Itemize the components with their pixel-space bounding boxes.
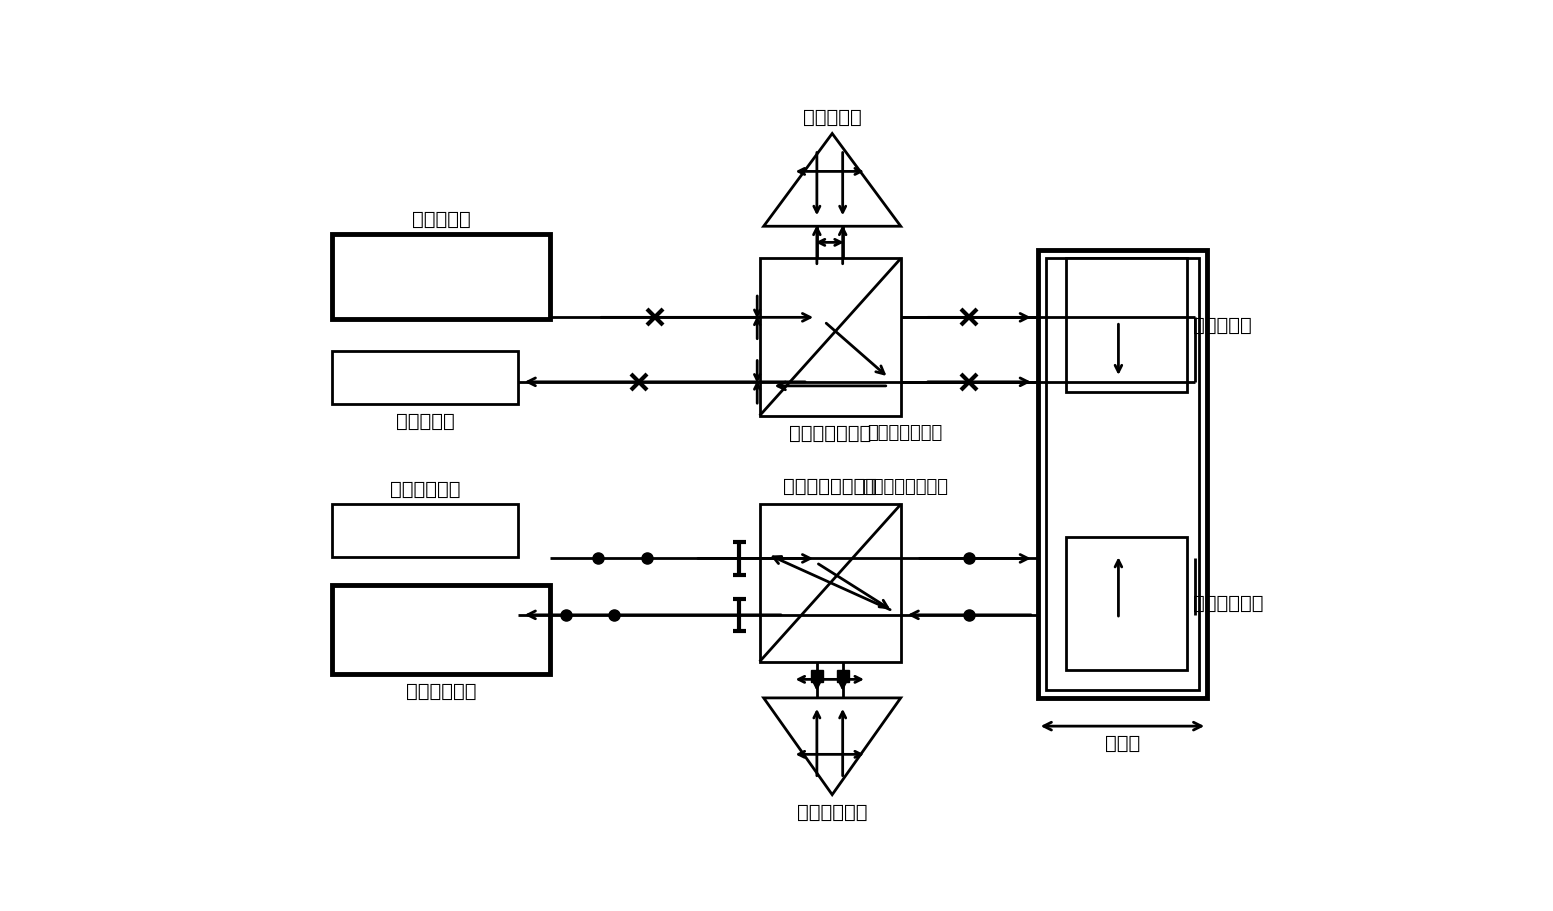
Text: 被校准偏振分光镜: 被校准偏振分光镜 xyxy=(783,477,877,496)
Bar xyxy=(332,234,550,319)
Bar xyxy=(1037,251,1207,698)
Bar xyxy=(759,259,901,415)
Text: 标准接收器: 标准接收器 xyxy=(396,412,455,431)
Text: 标准测量镜: 标准测量镜 xyxy=(1193,315,1252,334)
Text: 被校准测量镜: 被校准测量镜 xyxy=(1193,594,1264,613)
Bar xyxy=(1065,537,1186,670)
Bar xyxy=(332,585,550,674)
Bar xyxy=(332,505,517,557)
Polygon shape xyxy=(764,134,901,226)
Bar xyxy=(1045,259,1199,690)
Text: 被校准偏振分光镜: 被校准偏振分光镜 xyxy=(862,477,947,496)
Bar xyxy=(1065,259,1186,392)
Text: 标准参考镜: 标准参考镜 xyxy=(803,107,862,127)
Text: 被校准激光器: 被校准激光器 xyxy=(405,682,477,701)
Text: 标准偏振分光镜: 标准偏振分光镜 xyxy=(867,425,943,443)
Text: 运动台: 运动台 xyxy=(1104,734,1140,753)
Bar xyxy=(759,505,901,661)
Text: 被校准参考镜: 被校准参考镜 xyxy=(797,803,868,822)
Bar xyxy=(332,352,517,404)
Text: 标准偏振分光镜: 标准偏振分光镜 xyxy=(789,424,871,443)
Text: 被校准接收器: 被校准接收器 xyxy=(390,480,460,499)
Polygon shape xyxy=(1073,265,1183,385)
Polygon shape xyxy=(764,698,901,794)
Polygon shape xyxy=(1073,543,1183,663)
Text: 标准激光器: 标准激光器 xyxy=(412,210,471,230)
